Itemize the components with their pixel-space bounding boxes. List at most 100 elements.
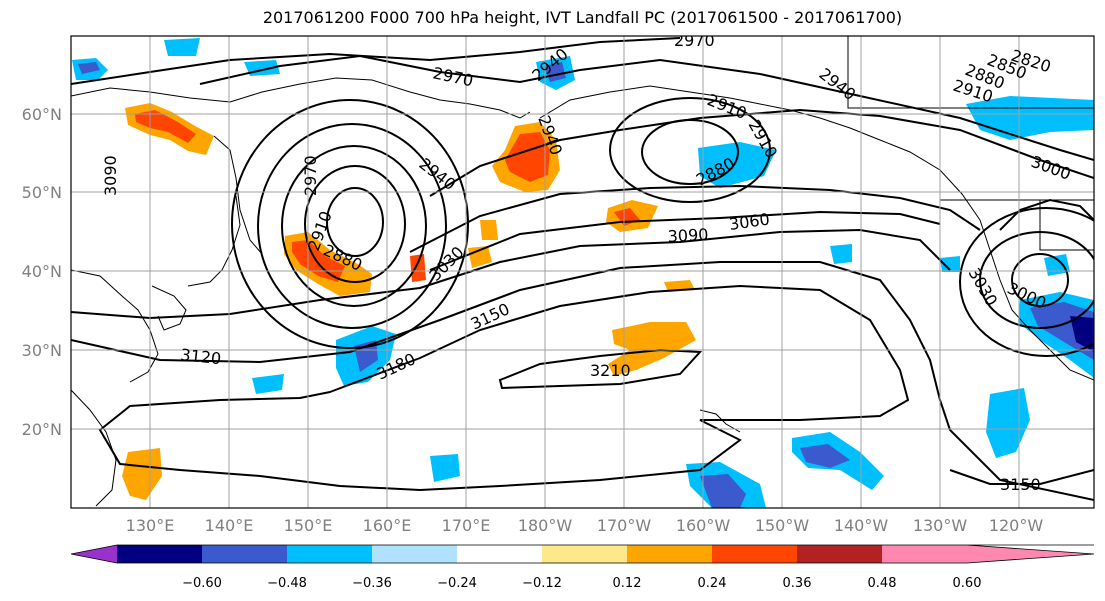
ivt-shade-patch — [700, 474, 746, 508]
contour-label: 3210 — [590, 361, 631, 380]
contour-label: 2970 — [301, 155, 320, 196]
lon-label: 150°E — [284, 516, 333, 535]
us-state-line — [1039, 200, 1094, 251]
lon-label: 140°W — [834, 516, 889, 535]
colorbar-extend-low — [71, 545, 117, 563]
colorbar — [70, 544, 1095, 564]
height-contour — [1011, 253, 1069, 307]
ivt-shade-patch — [1070, 316, 1094, 352]
colorbar-segment — [372, 545, 457, 563]
ivt-shade-patch — [122, 448, 162, 500]
height-contour — [999, 198, 1094, 231]
lon-label: 120°W — [989, 516, 1044, 535]
height-contour — [429, 210, 941, 271]
lat-label: 20°N — [22, 420, 62, 439]
height-contour — [257, 123, 447, 329]
ivt-shade-patch — [480, 220, 498, 240]
height-contour — [326, 187, 384, 257]
lon-label: 180°W — [518, 516, 573, 535]
height-contour — [71, 228, 951, 320]
height-contour — [281, 145, 427, 307]
colorbar-segment — [542, 545, 627, 563]
height-contour — [199, 54, 1094, 161]
ivt-shade-patch — [800, 444, 850, 468]
lon-label: 160°E — [363, 516, 412, 535]
lat-label: 50°N — [22, 183, 62, 202]
us-west-coast — [979, 219, 1094, 381]
contour-label: 3090 — [101, 155, 120, 196]
lon-label: 150°W — [755, 516, 810, 535]
map-area — [71, 36, 1094, 508]
lon-label: 170°W — [597, 516, 652, 535]
height-contour — [498, 348, 703, 390]
colorbar-segment — [882, 545, 967, 563]
ivt-negative-shading — [72, 38, 1094, 508]
contour-label: 2970 — [674, 31, 715, 50]
latitude-labels: 60°N 50°N 40°N 30°N 20°N — [22, 105, 62, 439]
contour-label: 3090 — [667, 225, 709, 246]
asia-north-coast — [71, 77, 531, 119]
height-contour — [71, 261, 1094, 501]
ivt-shade-patch — [940, 256, 960, 272]
figure-title: 2017061200 F000 700 hPa height, IVT Land… — [262, 8, 903, 27]
colorbar-tick-label: 0.24 — [698, 576, 727, 591]
lon-label: 140°E — [205, 516, 254, 535]
ivt-shade-patch — [410, 254, 426, 282]
ivt-shade-patch — [78, 62, 100, 74]
ivt-shade-patch — [698, 142, 776, 188]
ivt-shade-patch — [164, 38, 200, 56]
southeast-asia-coast — [71, 389, 117, 507]
ivt-shade-patch — [252, 374, 284, 394]
colorbar-tick-label: 0.12 — [613, 576, 642, 591]
height-contour — [609, 97, 771, 203]
height-contour — [71, 37, 681, 85]
colorbar-segment — [202, 545, 287, 563]
colorbar-segment — [117, 545, 202, 563]
height-contour — [949, 469, 1094, 485]
sakhalin-coast — [187, 195, 241, 287]
colorbar-outline — [70, 544, 1095, 564]
colorbar-tick-label: −0.48 — [267, 576, 307, 591]
colorbar-tick-label: −0.12 — [522, 576, 562, 591]
lon-label: 130°E — [126, 516, 175, 535]
lat-label: 60°N — [22, 105, 62, 124]
kamchatka-okhotsk-coast — [213, 135, 263, 255]
ivt-shade-patch — [430, 454, 460, 482]
ivt-shade-patch — [966, 96, 1094, 140]
lat-label: 30°N — [22, 341, 62, 360]
longitude-labels: 130°E 140°E 150°E 160°E 170°E 180°W 170°… — [126, 516, 1044, 535]
colorbar-tick-label: −0.24 — [437, 576, 477, 591]
colorbar-tick-label: 0.48 — [868, 576, 897, 591]
height-contour — [979, 231, 1094, 329]
colorbar-tick-label: 0.60 — [953, 576, 982, 591]
colorbar-segment — [797, 545, 882, 563]
contour-label: 3120 — [180, 345, 222, 368]
colorbar-segment — [457, 545, 542, 563]
lon-label: 130°W — [913, 516, 968, 535]
colorbar-tick-labels: −0.60 −0.48 −0.36 −0.24 −0.12 0.12 0.24 … — [182, 576, 981, 591]
ivt-shade-patch — [505, 132, 550, 182]
ivt-shade-patch — [830, 244, 852, 264]
colorbar-extend-high — [967, 545, 1094, 563]
colorbar-segment — [287, 545, 372, 563]
lon-label: 170°E — [442, 516, 491, 535]
height-contour — [409, 184, 981, 253]
lon-label: 160°W — [676, 516, 731, 535]
height-contour — [231, 99, 469, 349]
height-contour — [959, 207, 1094, 357]
contour-label: 3150 — [1000, 475, 1041, 494]
colorbar-tick-label: −0.60 — [182, 576, 222, 591]
colorbar-segment — [712, 545, 797, 563]
coastlines — [71, 36, 1094, 507]
map-frame — [70, 35, 1095, 509]
height-contour — [98, 284, 910, 492]
lat-label: 40°N — [22, 262, 62, 281]
ivt-shade-patch — [608, 322, 696, 376]
graticule — [71, 36, 1094, 508]
colorbar-tick-label: 0.36 — [783, 576, 812, 591]
canada-border — [847, 36, 1094, 109]
height-contour — [304, 165, 406, 283]
colorbar-tick-label: −0.36 — [352, 576, 392, 591]
colorbar-segment — [627, 545, 712, 563]
